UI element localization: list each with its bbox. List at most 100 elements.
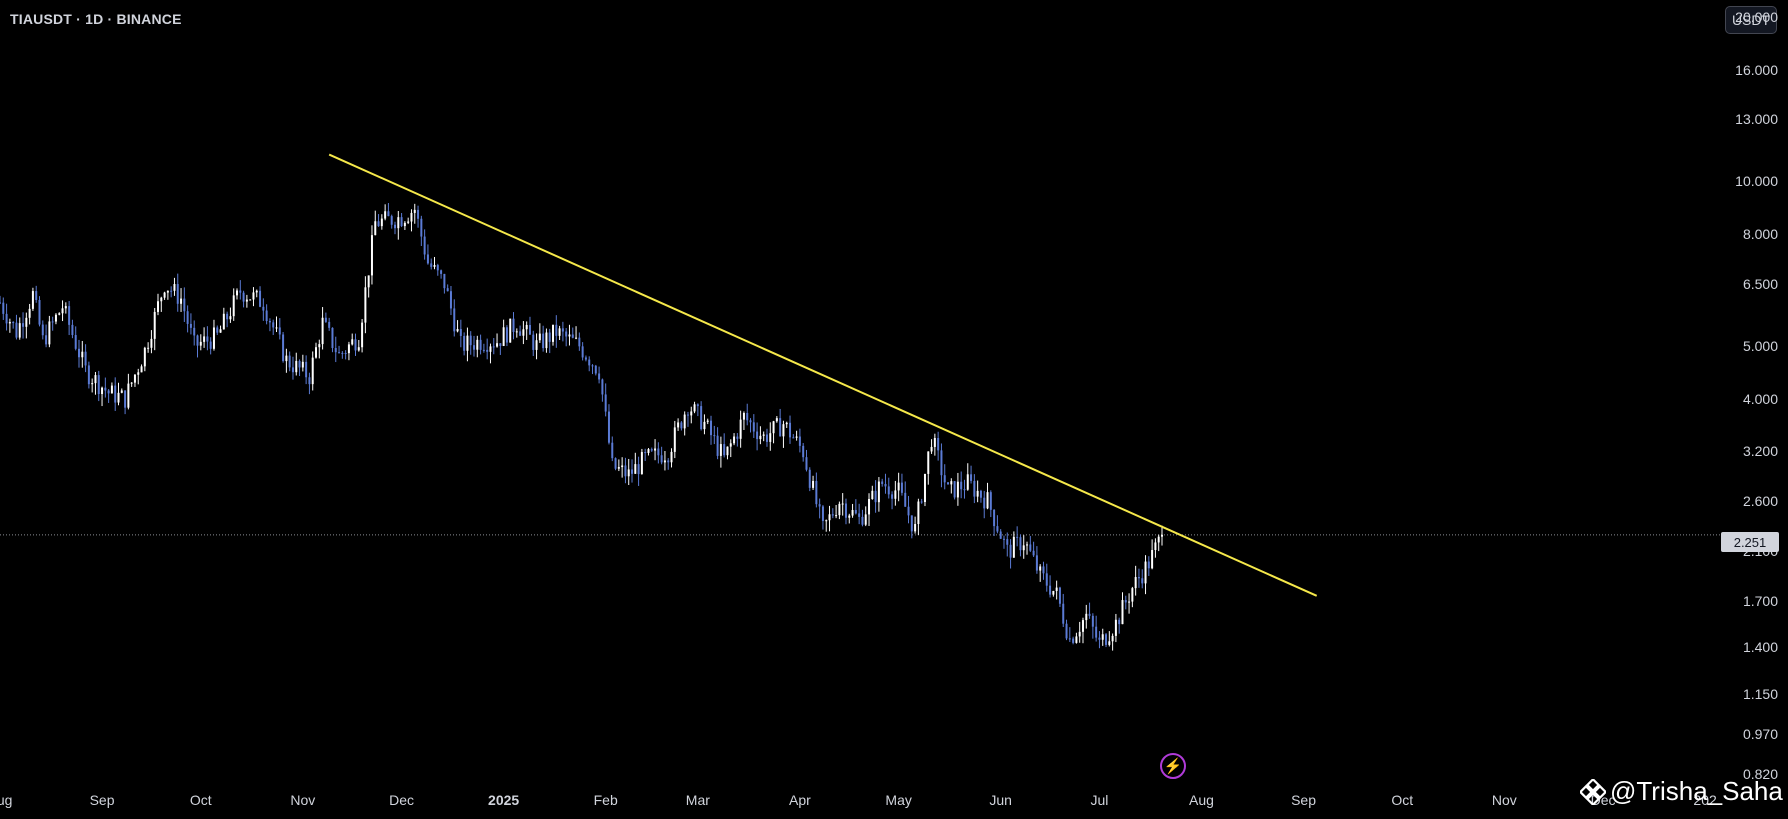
symbol-title[interactable]: TIAUSDT · 1D · BINANCE	[10, 11, 182, 27]
candle-body	[775, 418, 778, 422]
candle-body	[805, 457, 808, 470]
candle-body	[242, 292, 245, 302]
candle-body	[97, 375, 100, 395]
time-tick: Dec	[389, 792, 415, 808]
candle-body	[1029, 544, 1032, 551]
candle-body	[321, 317, 324, 345]
candle-body	[1026, 544, 1029, 546]
candle-body	[87, 365, 90, 385]
lightning-icon[interactable]: ⚡	[1160, 753, 1186, 779]
candles-layer	[0, 203, 1163, 651]
candle-body	[54, 314, 57, 322]
candle-body	[308, 377, 311, 385]
candle-body	[519, 331, 522, 336]
price-tick: 0.820	[1742, 766, 1778, 783]
candle-body	[1078, 631, 1081, 637]
candle-body	[584, 357, 587, 360]
candle-body	[594, 365, 597, 374]
candle-body	[193, 327, 196, 336]
candle-body	[759, 435, 762, 440]
candle-body	[1131, 588, 1134, 602]
time-tick: Sep	[1291, 792, 1316, 808]
candle-body	[413, 209, 416, 213]
candle-body	[861, 516, 864, 525]
candle-body	[387, 211, 390, 217]
trendline[interactable]	[328, 153, 1318, 597]
candle-body	[133, 374, 136, 383]
price-tick: 1.150	[1742, 685, 1778, 702]
candle-body	[779, 418, 782, 437]
candle-body	[1006, 539, 1009, 545]
candle-body	[548, 332, 551, 342]
candle-body	[986, 492, 989, 509]
candle-body	[453, 308, 456, 332]
price-tick: 8.000	[1742, 226, 1778, 243]
time-tick: Jun	[989, 792, 1012, 808]
candle-body	[851, 510, 854, 516]
candle-body	[1002, 538, 1005, 540]
candle-body	[785, 422, 788, 425]
candle-body	[762, 434, 765, 436]
candle-body	[943, 475, 946, 483]
candle-body	[634, 464, 637, 474]
candle-body	[433, 265, 436, 267]
candle-body	[1118, 619, 1121, 625]
candle-body	[496, 343, 499, 347]
price-tick: 10.000	[1735, 173, 1778, 190]
candle-body	[222, 313, 225, 330]
candle-body	[894, 490, 897, 499]
candle-body	[844, 503, 847, 518]
candle-body	[1105, 634, 1108, 645]
candle-body	[8, 322, 11, 324]
candle-body	[868, 498, 871, 515]
candle-body	[502, 327, 505, 346]
candle-body	[621, 465, 624, 468]
candle-body	[686, 414, 689, 416]
candle-body	[278, 327, 281, 335]
candle-body	[907, 506, 910, 516]
candle-body	[417, 209, 420, 219]
candle-body	[41, 324, 44, 336]
candle-body	[696, 404, 699, 407]
candle-body	[1012, 536, 1015, 558]
candle-body	[334, 347, 337, 353]
candle-body	[469, 335, 472, 346]
candle-body	[887, 486, 890, 495]
time-tick: 202	[1693, 792, 1717, 808]
price-tick: 5.000	[1742, 337, 1778, 354]
candle-body	[999, 531, 1002, 539]
candle-body	[538, 333, 541, 341]
candle-body	[802, 445, 805, 458]
candle-body	[782, 424, 785, 437]
currency-badge[interactable]: USDT	[1725, 6, 1777, 34]
candle-body	[1157, 536, 1160, 543]
candle-body	[989, 492, 992, 510]
candle-body	[693, 404, 696, 412]
candle-body	[31, 291, 34, 309]
candle-body	[937, 438, 940, 451]
candle-body	[377, 221, 380, 227]
candle-body	[5, 313, 8, 324]
candle-body	[927, 451, 930, 474]
candle-body	[640, 452, 643, 475]
candle-body	[877, 481, 880, 503]
candle-body	[199, 341, 202, 346]
candle-body	[914, 524, 917, 532]
candle-body	[637, 464, 640, 475]
candle-body	[1098, 637, 1101, 640]
candle-body	[670, 451, 673, 463]
candle-body	[446, 288, 449, 292]
candle-body	[291, 367, 294, 373]
candle-body	[150, 338, 153, 348]
candle-body	[1108, 641, 1111, 645]
candle-body	[499, 343, 502, 346]
candle-body	[74, 335, 77, 349]
candle-body	[1114, 619, 1117, 636]
time-tick: May	[885, 792, 912, 808]
candle-body	[571, 334, 574, 338]
candle-body	[183, 298, 186, 312]
candle-body	[716, 435, 719, 456]
candle-body	[769, 433, 772, 442]
candle-body	[970, 474, 973, 481]
